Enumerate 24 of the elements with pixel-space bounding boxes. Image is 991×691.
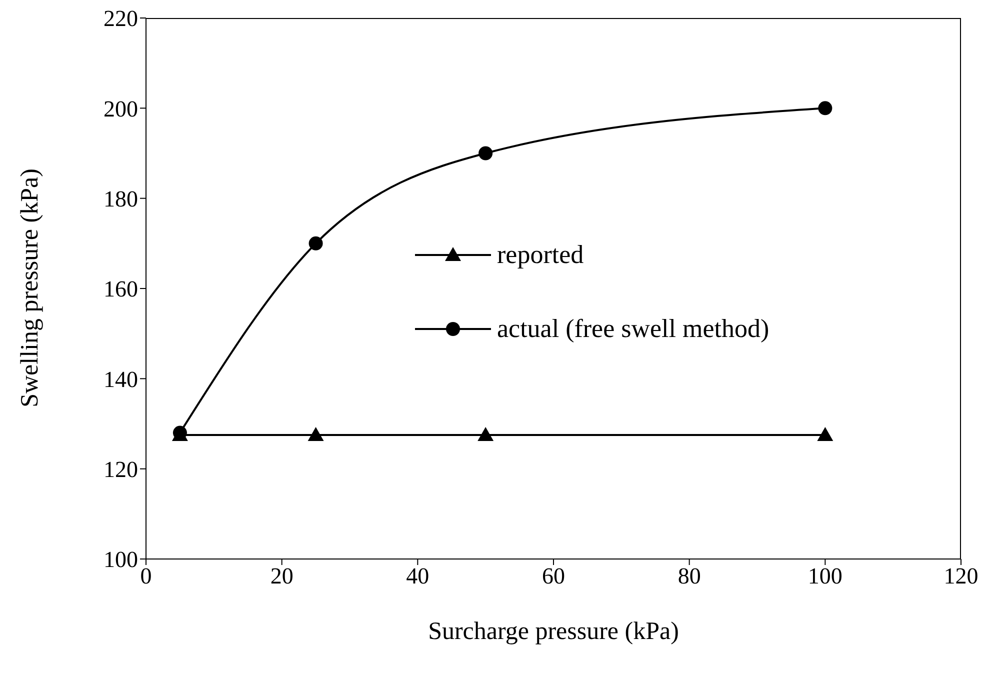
- y-tick-label: 140: [104, 366, 138, 392]
- point: [478, 146, 493, 160]
- x-tick-label: 0: [140, 563, 152, 588]
- y-axis-title: Swelling pressure (kPa): [16, 168, 44, 408]
- y-tick-label: 200: [104, 96, 138, 122]
- x-tick-label: 40: [406, 563, 430, 588]
- x-tick-label: 60: [542, 563, 565, 588]
- y-tick-label: 180: [104, 186, 138, 212]
- legend-label: actual (free swell method): [497, 314, 770, 344]
- x-tick-label: 100: [808, 563, 842, 588]
- x-tick-label: 120: [944, 563, 978, 588]
- point: [818, 101, 832, 116]
- point: [308, 427, 324, 442]
- x-tick-label: 80: [678, 563, 701, 588]
- y-tick-label: 220: [104, 6, 138, 32]
- y-tick-label: 160: [104, 276, 138, 302]
- point: [308, 236, 323, 250]
- legend-label: reported: [497, 240, 584, 270]
- point: [817, 427, 834, 442]
- y-tick-label: 100: [104, 547, 138, 572]
- point: [478, 427, 494, 442]
- y-tick-label: 120: [104, 457, 138, 482]
- x-tick-label: 20: [270, 563, 294, 588]
- x-axis-title: Surcharge pressure (kPa): [428, 618, 679, 645]
